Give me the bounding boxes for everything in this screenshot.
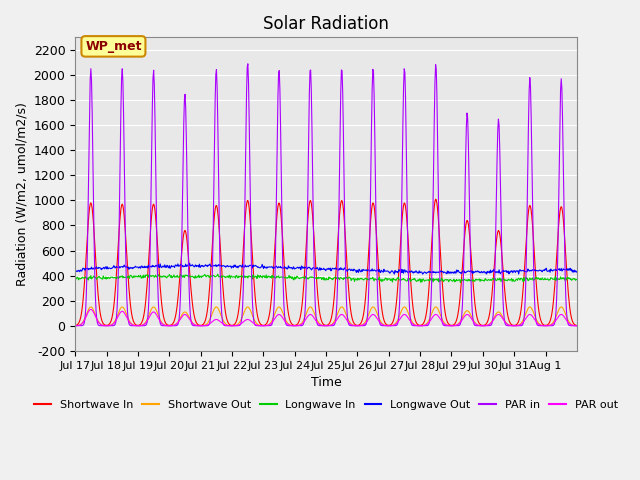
Title: Solar Radiation: Solar Radiation [263,15,389,33]
Y-axis label: Radiation (W/m2, umol/m2/s): Radiation (W/m2, umol/m2/s) [15,102,28,286]
Text: WP_met: WP_met [85,40,141,53]
Legend: Shortwave In, Shortwave Out, Longwave In, Longwave Out, PAR in, PAR out: Shortwave In, Shortwave Out, Longwave In… [30,396,622,414]
X-axis label: Time: Time [310,376,341,389]
